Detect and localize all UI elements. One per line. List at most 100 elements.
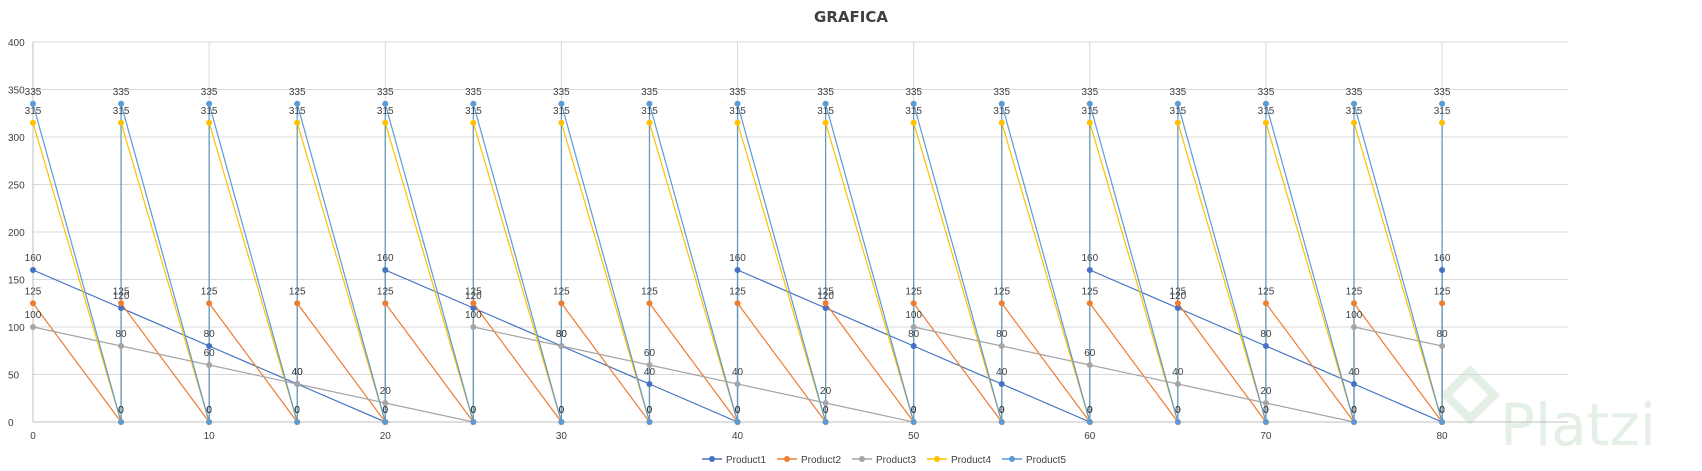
data-point-product4 — [470, 119, 477, 126]
data-point-product1 — [30, 267, 36, 273]
data-point-product5 — [734, 419, 741, 425]
data-point-product1 — [646, 381, 653, 387]
data-label-product4: 0 — [1439, 405, 1445, 416]
data-label-product2: 0 — [1087, 405, 1093, 416]
data-label-product4: 0 — [382, 405, 388, 416]
data-point-product5 — [734, 100, 741, 107]
data-point-product3 — [118, 343, 125, 349]
data-label-product4: 315 — [1434, 106, 1451, 117]
data-point-product3 — [1086, 362, 1093, 368]
legend-swatch-marker — [1009, 456, 1015, 462]
data-point-product2 — [206, 300, 213, 307]
data-point-product4 — [910, 119, 917, 126]
data-label-product1: 0 — [1087, 405, 1093, 416]
data-label-product2: 125 — [1434, 286, 1451, 297]
data-point-product1 — [470, 305, 477, 311]
data-label-product3: 100 — [1346, 310, 1363, 321]
data-label-product4: 315 — [553, 106, 570, 117]
data-point-product5 — [294, 100, 301, 107]
data-label-product5: 0 — [206, 405, 212, 416]
data-point-product2 — [1086, 300, 1093, 307]
y-tick-label: 300 — [8, 133, 25, 144]
data-point-product3 — [1262, 400, 1269, 406]
data-label-product4: 315 — [1170, 106, 1187, 117]
data-point-product2 — [910, 300, 917, 307]
data-label-product4: 315 — [729, 106, 746, 117]
data-point-product3 — [382, 400, 389, 406]
data-label-product3: 20 — [1260, 386, 1272, 397]
data-point-product2 — [646, 300, 653, 307]
legend-item-product3: Product3 — [852, 455, 916, 466]
data-label-product5: 335 — [465, 87, 482, 98]
data-point-product1 — [998, 381, 1005, 387]
data-label-product5: 0 — [471, 405, 477, 416]
legend-item-product2: Product2 — [777, 455, 841, 466]
data-label-product2: 125 — [553, 286, 570, 297]
data-label-product5: 0 — [999, 405, 1005, 416]
data-point-product1 — [1439, 267, 1446, 273]
data-point-product2 — [1174, 300, 1181, 307]
data-point-product5 — [118, 100, 125, 107]
data-point-product4 — [1086, 119, 1093, 126]
data-point-product5 — [1174, 100, 1181, 107]
data-label-product5: 335 — [817, 87, 834, 98]
data-label-product2: 125 — [1081, 286, 1098, 297]
data-label-product2: 0 — [911, 405, 917, 416]
data-labels: 160 120 80 40 0 160 120 80 40 0 160 120 80 40 0 160 120 8… — [25, 87, 1451, 416]
data-label-product1: 0 — [1439, 405, 1445, 416]
data-point-product5 — [558, 100, 565, 107]
data-label-product5: 0 — [647, 405, 653, 416]
data-point-product4 — [1439, 119, 1446, 126]
data-label-product4: 315 — [377, 106, 394, 117]
y-tick-label: 50 — [8, 371, 20, 382]
data-label-product4: 315 — [993, 106, 1010, 117]
data-point-product1 — [118, 305, 125, 311]
x-tick-label: 80 — [1437, 431, 1449, 442]
data-point-product2 — [1439, 300, 1446, 307]
data-label-product3: 100 — [905, 310, 922, 321]
data-point-product2 — [822, 300, 829, 307]
data-point-product5 — [1439, 100, 1446, 107]
x-tick-label: 50 — [908, 431, 920, 442]
data-label-product4: 315 — [905, 106, 922, 117]
data-point-product3 — [558, 343, 565, 349]
data-label-product3: 80 — [116, 329, 128, 340]
data-label-product3: 60 — [1084, 348, 1096, 359]
data-point-product5 — [382, 100, 389, 107]
data-point-product4 — [998, 119, 1005, 126]
data-label-product1: 80 — [556, 329, 568, 340]
data-point-product5 — [1439, 419, 1446, 425]
data-label-product5: 335 — [1434, 87, 1451, 98]
data-label-product4: 0 — [911, 405, 917, 416]
data-point-product3 — [646, 362, 653, 368]
legend-swatch-marker — [934, 456, 940, 462]
data-point-product2 — [998, 300, 1005, 307]
data-label-product2: 125 — [289, 286, 306, 297]
data-label-product3: 60 — [644, 348, 656, 359]
data-label-product5: 0 — [1175, 405, 1181, 416]
data-label-product5: 0 — [118, 405, 124, 416]
data-label-product3: 60 — [204, 348, 216, 359]
x-tick-label: 0 — [30, 431, 36, 442]
data-label-product4: 0 — [823, 405, 829, 416]
data-point-product3 — [1350, 324, 1357, 330]
data-label-product5: 335 — [1346, 87, 1363, 98]
data-label-product2: 0 — [1175, 405, 1181, 416]
data-label-product5: 335 — [905, 87, 922, 98]
data-label-product5: 335 — [201, 87, 218, 98]
legend: Product1 Product2 Product3 Product4 Product5 — [702, 455, 1066, 466]
data-label-product1: 120 — [817, 291, 834, 302]
data-label-product5: 0 — [735, 405, 741, 416]
data-label-product4: 0 — [206, 405, 212, 416]
data-label-product3: 0 — [911, 405, 917, 416]
data-label-product2: 125 — [201, 286, 218, 297]
data-label-product3: 20 — [380, 386, 392, 397]
data-label-product5: 0 — [823, 405, 829, 416]
data-label-product3: 0 — [1351, 405, 1357, 416]
data-point-product5 — [470, 100, 477, 107]
legend-swatch-marker — [859, 456, 865, 462]
data-label-product3: 0 — [471, 405, 477, 416]
data-point-product2 — [1350, 300, 1357, 307]
x-tick-label: 10 — [204, 431, 216, 442]
